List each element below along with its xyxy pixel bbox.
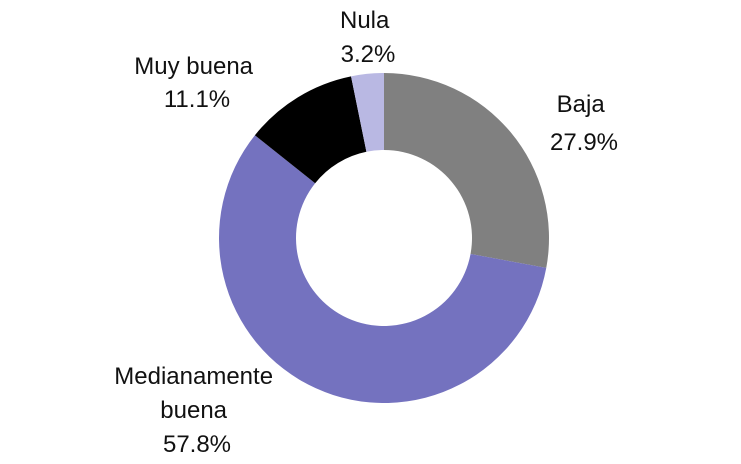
slice-value-medianamente-buena: 57.8% xyxy=(163,431,231,458)
slice-label-medianamente-buena: Medianamente buena 57.8% xyxy=(114,363,279,458)
slice-name-nula: Nula xyxy=(340,7,390,34)
chart-labels: Baja 27.9% Medianamente buena 57.8% Muy … xyxy=(114,7,618,458)
slice-nula xyxy=(351,73,384,152)
slice-label-muy-buena: Muy buena 11.1% xyxy=(134,53,259,113)
chart-slices xyxy=(218,73,549,404)
slice-baja xyxy=(384,73,549,268)
slice-name-medianamente-buena-line2: buena xyxy=(160,397,227,424)
slice-value-baja: 27.9% xyxy=(550,129,618,156)
slice-name-baja: Baja xyxy=(557,91,606,118)
slice-medianamente-buena xyxy=(218,135,547,404)
slice-label-nula: Nula 3.2% xyxy=(340,7,396,68)
slice-value-muy-buena: 11.1% xyxy=(164,86,230,113)
slice-name-muy-buena: Muy buena xyxy=(134,53,253,80)
slice-label-baja: Baja 27.9% xyxy=(550,91,618,156)
slice-value-nula: 3.2% xyxy=(341,41,396,68)
slice-muy-buena xyxy=(254,76,367,184)
slice-name-medianamente-buena-line1: Medianamente xyxy=(114,363,273,390)
